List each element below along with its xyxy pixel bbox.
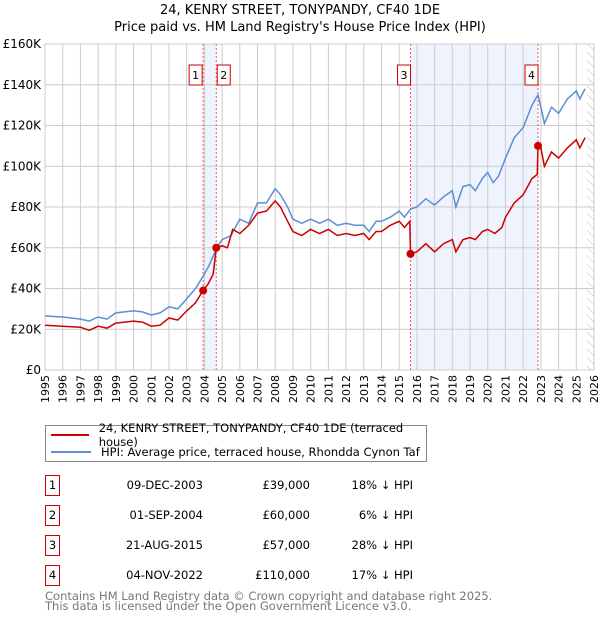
x-tick-label: 2026 bbox=[588, 375, 600, 403]
transaction-date: 04-NOV-2022 bbox=[126, 568, 203, 582]
legend-swatch-price bbox=[51, 434, 89, 436]
x-tick-label: 2022 bbox=[517, 375, 530, 403]
chart-subtitle: Price paid vs. HM Land Registry's House … bbox=[114, 20, 486, 35]
sale-point bbox=[212, 243, 221, 252]
x-tick-label: 2021 bbox=[499, 375, 512, 403]
x-tick-label: 2020 bbox=[482, 375, 495, 403]
sale-point bbox=[534, 141, 543, 150]
transaction-badge: 4 bbox=[45, 565, 60, 586]
x-tick-label: 2015 bbox=[393, 375, 406, 403]
transaction-price: £60,000 bbox=[262, 508, 310, 522]
series-line-hpi bbox=[44, 88, 586, 322]
x-tick-label: 1997 bbox=[74, 375, 87, 403]
x-tick-label: 2004 bbox=[198, 375, 211, 403]
x-tick-label: 2002 bbox=[163, 375, 176, 403]
y-tick-label: £40K bbox=[10, 282, 42, 296]
x-tick-label: 2009 bbox=[287, 375, 300, 403]
y-tick-label: £0 bbox=[26, 363, 41, 377]
sale-label-box bbox=[216, 64, 231, 86]
x-tick-label: 2008 bbox=[269, 375, 282, 403]
x-tick-label: 2005 bbox=[216, 375, 229, 403]
y-tick-label: £20K bbox=[10, 322, 42, 336]
plot-area: 1995 1996 1997 1998 1999 2000 2001 2002 2003 2004… bbox=[3, 37, 600, 403]
x-tick-label: 2025 bbox=[570, 375, 583, 403]
transaction-hpi-diff: 28% ↓ HPI bbox=[351, 538, 413, 552]
transaction-hpi-diff: 17% ↓ HPI bbox=[351, 568, 413, 582]
x-tick-label: 2018 bbox=[446, 375, 459, 403]
x-tick-label: 2001 bbox=[145, 375, 158, 403]
transaction-price: £57,000 bbox=[262, 538, 310, 552]
x-tick-label: 2012 bbox=[340, 375, 353, 403]
footer-licence: This data is licensed under the Open Gov… bbox=[45, 599, 412, 613]
x-tick-label: 2011 bbox=[322, 375, 335, 403]
sale-point bbox=[199, 286, 208, 295]
x-tick-label: 2013 bbox=[358, 375, 371, 403]
x-tick-label: 2003 bbox=[181, 375, 194, 403]
sale-label: 2 bbox=[220, 69, 227, 82]
legend-label-price: 24, KENRY STREET, TONYPANDY, CF40 1DE (t… bbox=[98, 421, 404, 449]
sale-point bbox=[406, 249, 415, 258]
sale-label: 4 bbox=[528, 69, 535, 82]
footer-copyright: Contains HM Land Registry data © Crown c… bbox=[45, 589, 493, 603]
x-tick-label: 2000 bbox=[128, 375, 141, 403]
x-tick-label: 1995 bbox=[39, 375, 52, 403]
legend: 24, KENRY STREET, TONYPANDY, CF40 1DE (t… bbox=[45, 421, 427, 462]
x-tick-label: 2006 bbox=[234, 375, 247, 403]
y-tick-label: £80K bbox=[10, 200, 42, 214]
y-tick-label: £60K bbox=[10, 241, 42, 255]
transaction-date: 21-AUG-2015 bbox=[125, 538, 203, 552]
plot-border bbox=[44, 43, 595, 371]
transaction-date: 01-SEP-2004 bbox=[129, 508, 203, 522]
x-tick-label: 2016 bbox=[411, 375, 424, 403]
transaction-badge: 3 bbox=[45, 535, 60, 556]
x-tick-label: 2014 bbox=[375, 375, 388, 403]
y-tick-label: £100K bbox=[3, 159, 43, 173]
x-tick-label: 1999 bbox=[110, 375, 123, 403]
sale-label-box bbox=[524, 64, 539, 86]
legend-swatch-hpi bbox=[51, 451, 91, 453]
y-tick-label: £160K bbox=[3, 37, 43, 51]
y-tick-label: £140K bbox=[3, 78, 43, 92]
x-tick-label: 2017 bbox=[429, 375, 442, 403]
x-tick-label: 1998 bbox=[92, 375, 105, 403]
sale-label: 1 bbox=[192, 69, 199, 82]
transaction-date: 09-DEC-2003 bbox=[126, 478, 203, 492]
x-tick-label: 2019 bbox=[464, 375, 477, 403]
legend-label-hpi: HPI: Average price, terraced house, Rhon… bbox=[101, 445, 420, 459]
transaction-badge: 2 bbox=[45, 505, 60, 526]
transaction-badge: 1 bbox=[45, 475, 60, 496]
transaction-price: £39,000 bbox=[262, 478, 310, 492]
sale-label-box bbox=[397, 64, 412, 86]
y-tick-label: £120K bbox=[3, 119, 43, 133]
x-tick-label: 2023 bbox=[535, 375, 548, 403]
transaction-price: £110,000 bbox=[255, 568, 310, 582]
x-tick-label: 2007 bbox=[252, 375, 265, 403]
transaction-hpi-diff: 6% ↓ HPI bbox=[358, 508, 413, 522]
transaction-hpi-diff: 18% ↓ HPI bbox=[351, 478, 413, 492]
legend-item-price: 24, KENRY STREET, TONYPANDY, CF40 1DE (t… bbox=[51, 421, 426, 449]
legend-item-hpi: HPI: Average price, terraced house, Rhon… bbox=[51, 444, 420, 460]
series-line-price bbox=[44, 137, 586, 332]
x-tick-label: 1996 bbox=[57, 375, 70, 403]
x-tick-label: 2024 bbox=[553, 375, 566, 403]
x-tick-label: 2010 bbox=[305, 375, 318, 403]
chart-title: 24, KENRY STREET, TONYPANDY, CF40 1DE bbox=[159, 3, 441, 18]
sale-label: 3 bbox=[401, 69, 408, 82]
sale-label-box bbox=[188, 64, 203, 86]
